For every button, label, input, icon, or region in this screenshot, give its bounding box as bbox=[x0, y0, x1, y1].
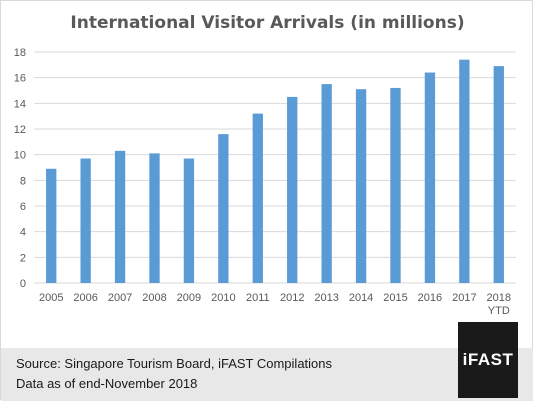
x-tick-label: 2012 bbox=[280, 292, 304, 304]
y-tick-label: 18 bbox=[14, 47, 26, 59]
x-tick-label: 2014 bbox=[349, 292, 373, 304]
bar bbox=[424, 72, 436, 284]
y-tick-label: 16 bbox=[14, 73, 26, 85]
data-date-text: Data as of end-November 2018 bbox=[16, 376, 198, 391]
bar bbox=[46, 168, 57, 283]
x-tick-label: 2015 bbox=[383, 292, 407, 304]
bar bbox=[355, 89, 367, 283]
bar bbox=[218, 134, 229, 283]
x-tick-label: 2010 bbox=[211, 292, 235, 304]
source-text: Source: Singapore Tourism Board, iFAST C… bbox=[16, 356, 333, 371]
x-tick-label: 2018 YTD bbox=[487, 292, 511, 317]
x-tick-label: 2005 bbox=[39, 292, 63, 304]
bar bbox=[390, 87, 401, 283]
bar bbox=[252, 113, 263, 283]
x-tick-label: 2009 bbox=[177, 292, 201, 304]
x-tick-label: 2013 bbox=[314, 292, 338, 304]
bar bbox=[321, 84, 332, 283]
bar bbox=[493, 66, 504, 283]
x-tick-label: 2007 bbox=[108, 292, 132, 304]
y-tick-label: 8 bbox=[20, 175, 26, 187]
y-tick-label: 6 bbox=[20, 201, 26, 213]
y-tick-label: 0 bbox=[20, 278, 26, 290]
x-tick-label: 2017 bbox=[452, 292, 476, 304]
y-tick-label: 4 bbox=[20, 227, 26, 239]
y-tick-label: 10 bbox=[14, 150, 26, 162]
bar bbox=[183, 158, 195, 283]
chart-title: International Visitor Arrivals (in milli… bbox=[70, 13, 465, 33]
bar bbox=[287, 96, 298, 284]
bar bbox=[459, 59, 470, 284]
bar-chart: 0 2 4 6 8 10 12 14 16 18 2005 2006 2007 2008 2009 2010 2… bbox=[14, 47, 516, 317]
y-tick-label: 2 bbox=[20, 252, 26, 264]
bar bbox=[114, 150, 126, 283]
x-tick-label: 2011 bbox=[246, 292, 270, 304]
x-tick-label: 2008 bbox=[142, 292, 166, 304]
x-tick-label: 2006 bbox=[73, 292, 97, 304]
y-tick-label: 14 bbox=[14, 98, 26, 110]
ifast-logo: iFAST bbox=[458, 322, 518, 398]
bar bbox=[80, 158, 91, 283]
source-footer: Source: Singapore Tourism Board, iFAST C… bbox=[1, 348, 533, 401]
bar bbox=[149, 153, 160, 283]
y-tick-label: 12 bbox=[14, 124, 26, 136]
x-tick-label: 2016 bbox=[418, 292, 442, 304]
